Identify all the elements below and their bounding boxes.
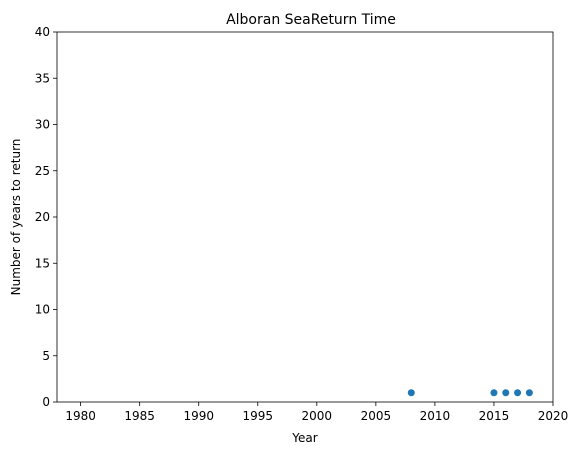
x-tick-label: 1985 [124, 409, 155, 423]
x-tick-label: 2010 [420, 409, 451, 423]
y-axis-ticks: 0 5 10 15 20 25 30 35 40 [35, 25, 57, 409]
y-axis-label: Number of years to return [9, 139, 23, 296]
x-tick-label: 1980 [65, 409, 96, 423]
scatter-point [407, 389, 415, 397]
y-tick-label: 0 [42, 395, 50, 409]
y-tick-label: 35 [35, 71, 50, 85]
x-tick-label: 1990 [183, 409, 214, 423]
plot-area-frame [56, 31, 554, 403]
chart-title: Alboran SeaReturn Time [226, 12, 396, 28]
data-points [407, 389, 533, 397]
y-tick-label: 10 [35, 303, 50, 317]
x-tick-label: 2020 [538, 409, 569, 423]
x-tick-label: 1995 [242, 409, 273, 423]
y-tick-label: 15 [35, 256, 50, 270]
scatter-point [514, 389, 522, 397]
y-tick-label: 30 [35, 118, 50, 132]
scatter-point [490, 389, 498, 397]
scatter-point [525, 389, 533, 397]
x-tick-label: 2000 [302, 409, 333, 423]
y-tick-label: 40 [35, 25, 50, 39]
y-tick-label: 20 [35, 210, 50, 224]
x-axis-ticks: 1980 1985 1990 1995 2000 2005 2010 2015 2020 [65, 402, 568, 423]
y-tick-label: 5 [42, 349, 50, 363]
x-axis-label: Year [291, 431, 317, 445]
x-tick-label: 2005 [361, 409, 392, 423]
x-tick-label: 2015 [479, 409, 510, 423]
scatter-point [502, 389, 510, 397]
y-tick-label: 25 [35, 164, 50, 178]
